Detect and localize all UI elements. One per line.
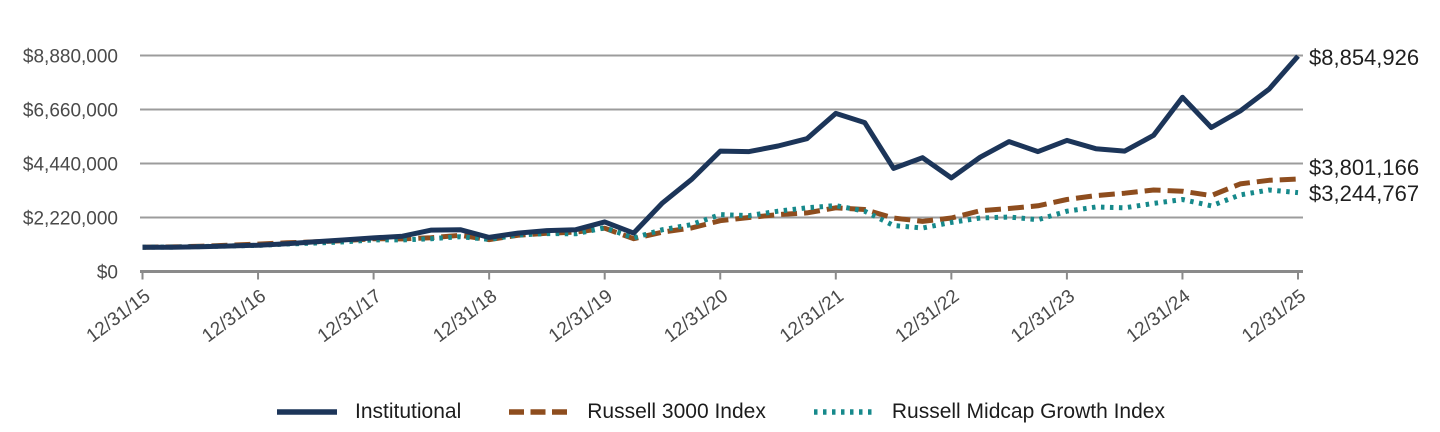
y-axis-tick-label: $0 bbox=[97, 263, 118, 284]
russell-3000-end-value: $3,801,166 bbox=[1309, 155, 1420, 180]
x-axis-tick-label: 12/31/18 bbox=[429, 286, 501, 347]
y-axis-tick-label: $4,440,000 bbox=[23, 155, 118, 176]
x-axis-tick-label: 12/31/15 bbox=[83, 286, 155, 347]
series-line-russell-3000-index bbox=[142, 176, 1299, 250]
legend-label-institutional: Institutional bbox=[355, 400, 462, 423]
legend-item-russell-3000: Russell 3000 Index bbox=[507, 400, 766, 424]
y-axis-tick-label: $2,220,000 bbox=[23, 209, 118, 230]
chart-legend: Institutional Russell 3000 Index Russell… bbox=[0, 400, 1440, 424]
x-axis-tick-label: 12/31/22 bbox=[892, 286, 964, 347]
x-axis-tick-label: 12/31/21 bbox=[776, 286, 848, 347]
legend-label-russell-midcap-growth: Russell Midcap Growth Index bbox=[891, 400, 1165, 423]
x-axis-tick-label: 12/31/17 bbox=[314, 286, 386, 347]
series-line-institutional bbox=[142, 54, 1300, 250]
growth-line-chart-plot: $0 $2,220,000 $4,440,000 $6,660,000 $8,880,0… bbox=[23, 47, 1310, 348]
institutional-end-value: $8,854,926 bbox=[1309, 45, 1420, 70]
institutional-line-swatch bbox=[277, 409, 337, 415]
x-axis-tick-label: 12/31/19 bbox=[545, 286, 617, 347]
x-axis-tick-label: 12/31/20 bbox=[661, 286, 733, 347]
russell-midcap-growth-line-swatch bbox=[813, 409, 874, 415]
legend-item-institutional: Institutional bbox=[275, 400, 461, 424]
y-axis-tick-label: $6,660,000 bbox=[23, 101, 118, 122]
x-axis-tick-label: 12/31/24 bbox=[1123, 285, 1195, 347]
y-axis-tick-label: $8,880,000 bbox=[23, 47, 118, 68]
x-axis-tick-label: 12/31/25 bbox=[1238, 286, 1310, 347]
legend-item-russell-midcap-growth: Russell Midcap Growth Index bbox=[812, 400, 1165, 424]
x-axis-tick-label: 12/31/23 bbox=[1007, 286, 1079, 347]
legend-label-russell-3000: Russell 3000 Index bbox=[587, 400, 766, 423]
x-axis-tick-label: 12/31/16 bbox=[198, 286, 270, 347]
russell-3000-line-swatch bbox=[509, 409, 570, 415]
russell-midcap-growth-end-value: $3,244,767 bbox=[1309, 181, 1420, 206]
